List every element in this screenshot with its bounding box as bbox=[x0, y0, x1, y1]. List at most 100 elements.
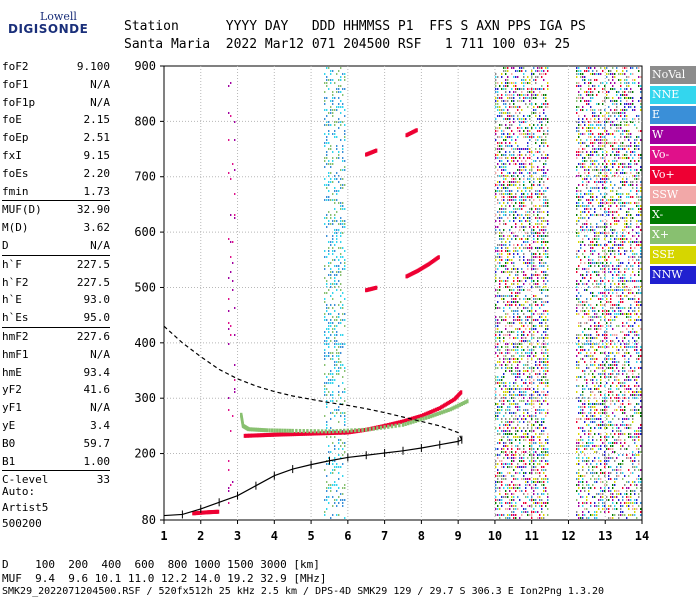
noise-dot bbox=[580, 274, 582, 276]
noise-dot bbox=[497, 481, 499, 483]
noise-dot bbox=[527, 478, 529, 480]
noise-dot bbox=[505, 271, 507, 273]
noise-dot bbox=[608, 475, 610, 477]
noise-dot bbox=[509, 457, 511, 459]
noise-dot bbox=[539, 361, 541, 363]
param-value: N/A bbox=[90, 77, 110, 91]
noise-dot bbox=[543, 118, 545, 120]
noise-dot bbox=[608, 247, 610, 249]
noise-dot bbox=[537, 304, 539, 306]
noise-dot bbox=[584, 445, 586, 447]
noise-dot bbox=[584, 514, 586, 516]
noise-dot bbox=[511, 154, 513, 156]
noise-dot bbox=[604, 157, 606, 159]
noise-dot bbox=[543, 226, 545, 228]
noise-dot bbox=[340, 169, 342, 171]
noise-dot bbox=[596, 466, 598, 468]
noise-dot bbox=[342, 73, 344, 75]
noise-dot bbox=[326, 82, 328, 84]
noise-dot bbox=[537, 166, 539, 168]
noise-dot bbox=[547, 433, 549, 435]
noise-dot bbox=[503, 448, 505, 450]
noise-dot bbox=[578, 439, 580, 441]
noise-dot bbox=[606, 211, 608, 213]
noise-dot bbox=[624, 406, 626, 408]
noise-dot bbox=[507, 238, 509, 240]
noise-dot bbox=[521, 391, 523, 393]
noise-dot bbox=[622, 370, 624, 372]
noise-dot bbox=[519, 214, 521, 216]
noise-dot bbox=[606, 415, 608, 417]
noise-dot bbox=[495, 100, 497, 102]
noise-dot bbox=[590, 463, 592, 465]
noise-dot bbox=[503, 310, 505, 312]
noise-dot bbox=[604, 454, 606, 456]
noise-dot bbox=[596, 328, 598, 330]
noise-dot bbox=[338, 175, 340, 177]
noise-dot bbox=[610, 127, 612, 129]
noise-dot bbox=[582, 514, 584, 516]
noise-dot bbox=[531, 247, 533, 249]
noise-dot bbox=[584, 289, 586, 291]
noise-dot bbox=[344, 367, 346, 369]
noise-dot bbox=[590, 82, 592, 84]
noise-dot bbox=[338, 157, 340, 159]
noise-dot bbox=[624, 337, 626, 339]
noise-dot bbox=[511, 94, 513, 96]
noise-dot bbox=[590, 139, 592, 141]
noise-dot bbox=[499, 160, 501, 162]
noise-dot bbox=[330, 394, 332, 396]
noise-dot bbox=[497, 184, 499, 186]
noise-dot bbox=[584, 193, 586, 195]
noise-dot bbox=[539, 208, 541, 210]
noise-dot bbox=[511, 199, 513, 201]
noise-dot bbox=[501, 256, 503, 258]
noise-dot bbox=[600, 298, 602, 300]
noise-dot bbox=[505, 412, 507, 414]
noise-dot bbox=[336, 364, 338, 366]
noise-dot bbox=[344, 319, 346, 321]
noise-dot bbox=[592, 142, 594, 144]
noise-dot bbox=[614, 442, 616, 444]
noise-dot bbox=[499, 127, 501, 129]
noise-dot bbox=[620, 448, 622, 450]
noise-dot bbox=[624, 397, 626, 399]
noise-dot bbox=[586, 151, 588, 153]
noise-dot bbox=[622, 463, 624, 465]
noise-dot bbox=[539, 181, 541, 183]
noise-dot bbox=[515, 295, 517, 297]
noise-dot bbox=[541, 85, 543, 87]
noise-dot bbox=[586, 235, 588, 237]
noise-dot bbox=[584, 91, 586, 93]
noise-dot bbox=[517, 445, 519, 447]
noise-dot bbox=[594, 271, 596, 273]
noise-dot bbox=[578, 175, 580, 177]
noise-dot bbox=[608, 118, 610, 120]
noise-dot bbox=[340, 139, 342, 141]
noise-dot bbox=[596, 445, 598, 447]
noise-dot bbox=[543, 451, 545, 453]
param-name: h`Es bbox=[2, 311, 29, 325]
noise-dot bbox=[531, 253, 533, 255]
noise-dot bbox=[576, 367, 578, 369]
noise-dot bbox=[338, 355, 340, 357]
noise-dot bbox=[618, 154, 620, 156]
noise-dot bbox=[495, 454, 497, 456]
noise-dot bbox=[606, 73, 608, 75]
noise-dot bbox=[511, 259, 513, 261]
noise-dot bbox=[324, 145, 326, 147]
noise-dot bbox=[547, 409, 549, 411]
noise-dot bbox=[527, 247, 529, 249]
noise-dot bbox=[495, 415, 497, 417]
noise-dot bbox=[612, 85, 614, 87]
noise-dot bbox=[624, 82, 626, 84]
param-value: 93.0 bbox=[83, 293, 111, 307]
noise-dot bbox=[580, 226, 582, 228]
noise-dot bbox=[598, 457, 600, 459]
noise-dot bbox=[525, 154, 527, 156]
noise-dot bbox=[527, 172, 529, 174]
noise-dot bbox=[624, 514, 626, 516]
noise-dot bbox=[614, 283, 616, 285]
noise-dot bbox=[501, 97, 503, 99]
noise-dot bbox=[616, 235, 618, 237]
